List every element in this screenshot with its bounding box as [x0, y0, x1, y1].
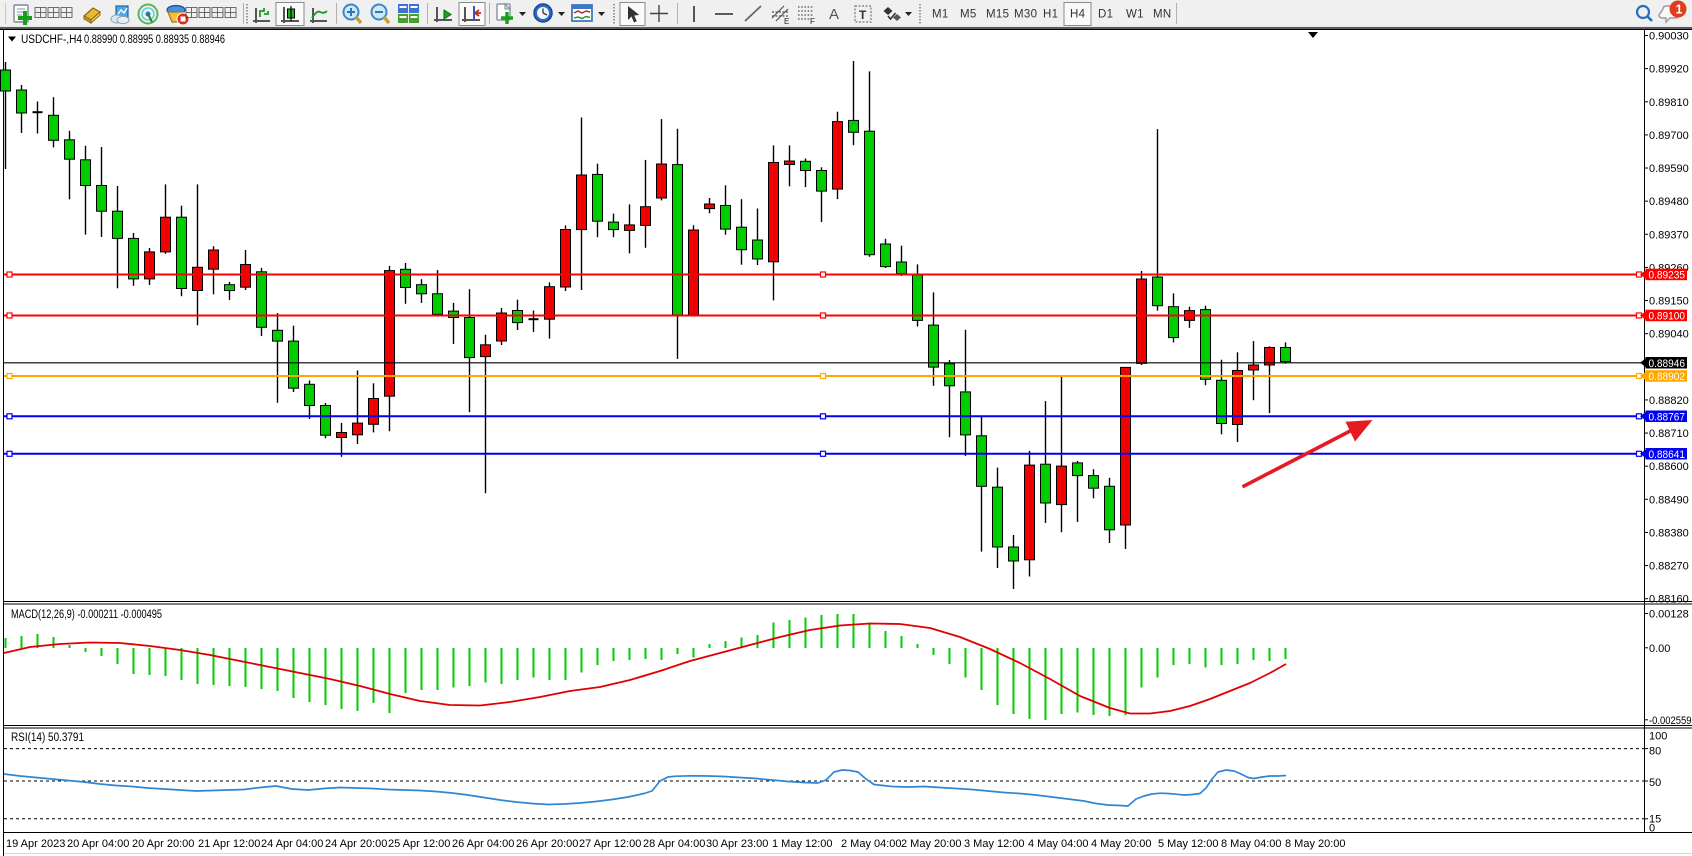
svg-text:2 May 20:00: 2 May 20:00	[901, 838, 962, 850]
svg-text:1: 1	[1676, 3, 1683, 17]
svg-text:1 May 12:00: 1 May 12:00	[772, 838, 833, 850]
svg-text:24 Apr 04:00: 24 Apr 04:00	[261, 838, 323, 850]
svg-text:0.88160: 0.88160	[1649, 594, 1689, 606]
svg-text:24 Apr 20:00: 24 Apr 20:00	[325, 838, 387, 850]
svg-text:21 Apr 12:00: 21 Apr 12:00	[198, 838, 260, 850]
svg-text:5 May 12:00: 5 May 12:00	[1158, 838, 1219, 850]
svg-text:0.89370: 0.89370	[1649, 229, 1689, 241]
svg-text:26 Apr 04:00: 26 Apr 04:00	[452, 838, 514, 850]
svg-text:100: 100	[1649, 731, 1667, 743]
svg-text:19 Apr 2023: 19 Apr 2023	[6, 838, 65, 850]
svg-text:0.00: 0.00	[1649, 643, 1670, 655]
svg-text:F: F	[810, 17, 815, 26]
svg-text:28 Apr 04:00: 28 Apr 04:00	[643, 838, 705, 850]
svg-text:0.88990 0.88995 0.88935 0.8894: 0.88990 0.88995 0.88935 0.88946	[84, 34, 225, 46]
svg-text:0: 0	[1649, 823, 1655, 835]
svg-text:0.88380: 0.88380	[1649, 527, 1689, 539]
svg-text:MACD(12,26,9) -0.000211 -0.000: MACD(12,26,9) -0.000211 -0.000495	[11, 609, 162, 621]
svg-text:T: T	[859, 8, 867, 22]
svg-text:0.89590: 0.89590	[1649, 163, 1689, 175]
svg-text:0.89100: 0.89100	[1649, 311, 1686, 323]
svg-text:25 Apr 12:00: 25 Apr 12:00	[388, 838, 450, 850]
svg-text:D1: D1	[1098, 9, 1113, 21]
svg-text:4 May 04:00: 4 May 04:00	[1028, 838, 1089, 850]
svg-text:15: 15	[1649, 814, 1661, 826]
svg-text:20 Apr 04:00: 20 Apr 04:00	[67, 838, 129, 850]
svg-text:0.89920: 0.89920	[1649, 64, 1689, 76]
svg-text:80: 80	[1649, 746, 1661, 758]
svg-text:27 Apr 12:00: 27 Apr 12:00	[579, 838, 641, 850]
svg-text:26 Apr 20:00: 26 Apr 20:00	[516, 838, 578, 850]
svg-text:W1: W1	[1126, 9, 1144, 21]
svg-text:E: E	[784, 17, 789, 26]
svg-text:20 Apr 20:00: 20 Apr 20:00	[132, 838, 194, 850]
svg-text:USDCHF-,H4: USDCHF-,H4	[21, 34, 83, 46]
svg-text:0.88710: 0.88710	[1649, 428, 1689, 440]
svg-text:-0.002559: -0.002559	[1649, 715, 1692, 727]
svg-text:50: 50	[1649, 777, 1661, 789]
svg-text:30 Apr 23:00: 30 Apr 23:00	[706, 838, 768, 850]
svg-text:0.89810: 0.89810	[1649, 97, 1689, 109]
svg-text:4 May 20:00: 4 May 20:00	[1091, 838, 1152, 850]
svg-text:H1: H1	[1043, 9, 1058, 21]
svg-text:8 May 20:00: 8 May 20:00	[1285, 838, 1346, 850]
svg-text:M30: M30	[1014, 9, 1037, 21]
svg-text:0.89235: 0.89235	[1649, 270, 1686, 282]
svg-text:M5: M5	[960, 9, 977, 21]
svg-text:3 May 12:00: 3 May 12:00	[964, 838, 1025, 850]
svg-text:H4: H4	[1070, 9, 1086, 21]
svg-text:8 May 04:00: 8 May 04:00	[1221, 838, 1282, 850]
svg-text:2 May 04:00: 2 May 04:00	[841, 838, 902, 850]
svg-text:0.88490: 0.88490	[1649, 494, 1689, 506]
svg-text:0.89150: 0.89150	[1649, 296, 1689, 308]
svg-text:RSI(14) 50.3791: RSI(14) 50.3791	[11, 732, 84, 744]
svg-text:M1: M1	[932, 9, 949, 21]
svg-text:A: A	[829, 6, 839, 23]
svg-text:M15: M15	[986, 9, 1009, 21]
svg-text:0.89700: 0.89700	[1649, 130, 1689, 142]
svg-text:0.00128: 0.00128	[1649, 609, 1689, 621]
svg-text:0.88600: 0.88600	[1649, 461, 1689, 473]
svg-text:0.88820: 0.88820	[1649, 395, 1689, 407]
svg-text:0.88767: 0.88767	[1649, 411, 1686, 423]
svg-text:0.88902: 0.88902	[1649, 371, 1686, 383]
svg-text:0.88641: 0.88641	[1649, 449, 1686, 461]
svg-text:MN: MN	[1153, 9, 1172, 21]
svg-text:0.88270: 0.88270	[1649, 561, 1689, 573]
svg-text:0.89040: 0.89040	[1649, 329, 1689, 341]
svg-text:0.89480: 0.89480	[1649, 196, 1689, 208]
svg-text:0.90030: 0.90030	[1649, 31, 1689, 43]
svg-text:0.88946: 0.88946	[1649, 358, 1686, 370]
